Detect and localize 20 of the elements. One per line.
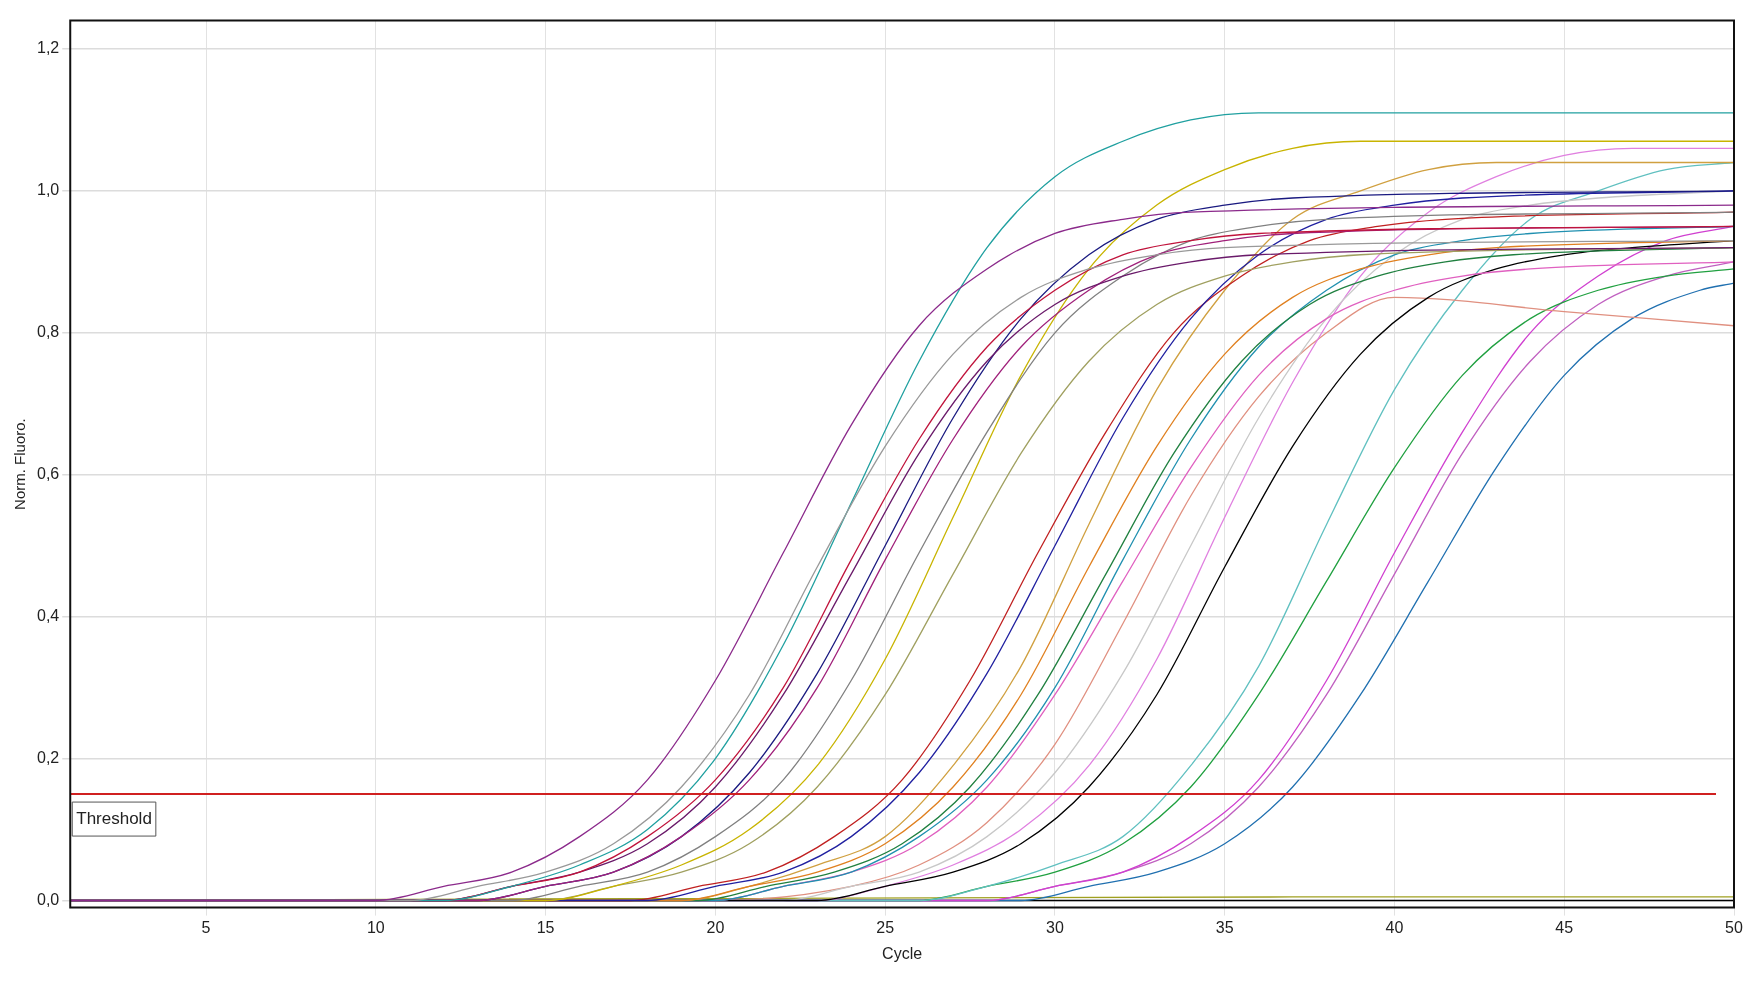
x-tick-label: 15 (536, 918, 555, 936)
x-tick-label: 5 (201, 918, 211, 936)
x-tick-label: 40 (1385, 918, 1404, 936)
y-tick-label: 0,4 (36, 607, 60, 625)
ref-line-label: Threshold (76, 808, 152, 828)
y-tick-label: 1,2 (36, 39, 60, 57)
y-tick-label: 0,2 (36, 748, 60, 766)
x-tick-label: 35 (1215, 918, 1234, 936)
x-tick-label: 50 (1725, 918, 1743, 936)
x-tick-label: 25 (876, 918, 895, 936)
x-tick-label: 45 (1555, 918, 1574, 936)
y-tick-label: 0,0 (36, 890, 60, 908)
y-tick-label: 0,6 (36, 465, 60, 483)
y-tick-label: 0,8 (36, 323, 60, 341)
x-tick-label: 20 (706, 918, 725, 936)
y-axis-title: Norm. Fluoro. (11, 418, 29, 510)
x-tick-label: 30 (1046, 918, 1064, 936)
x-axis-title: Cycle (882, 944, 923, 962)
x-tick-label: 10 (366, 918, 385, 936)
y-tick-label: 1,0 (36, 181, 60, 199)
